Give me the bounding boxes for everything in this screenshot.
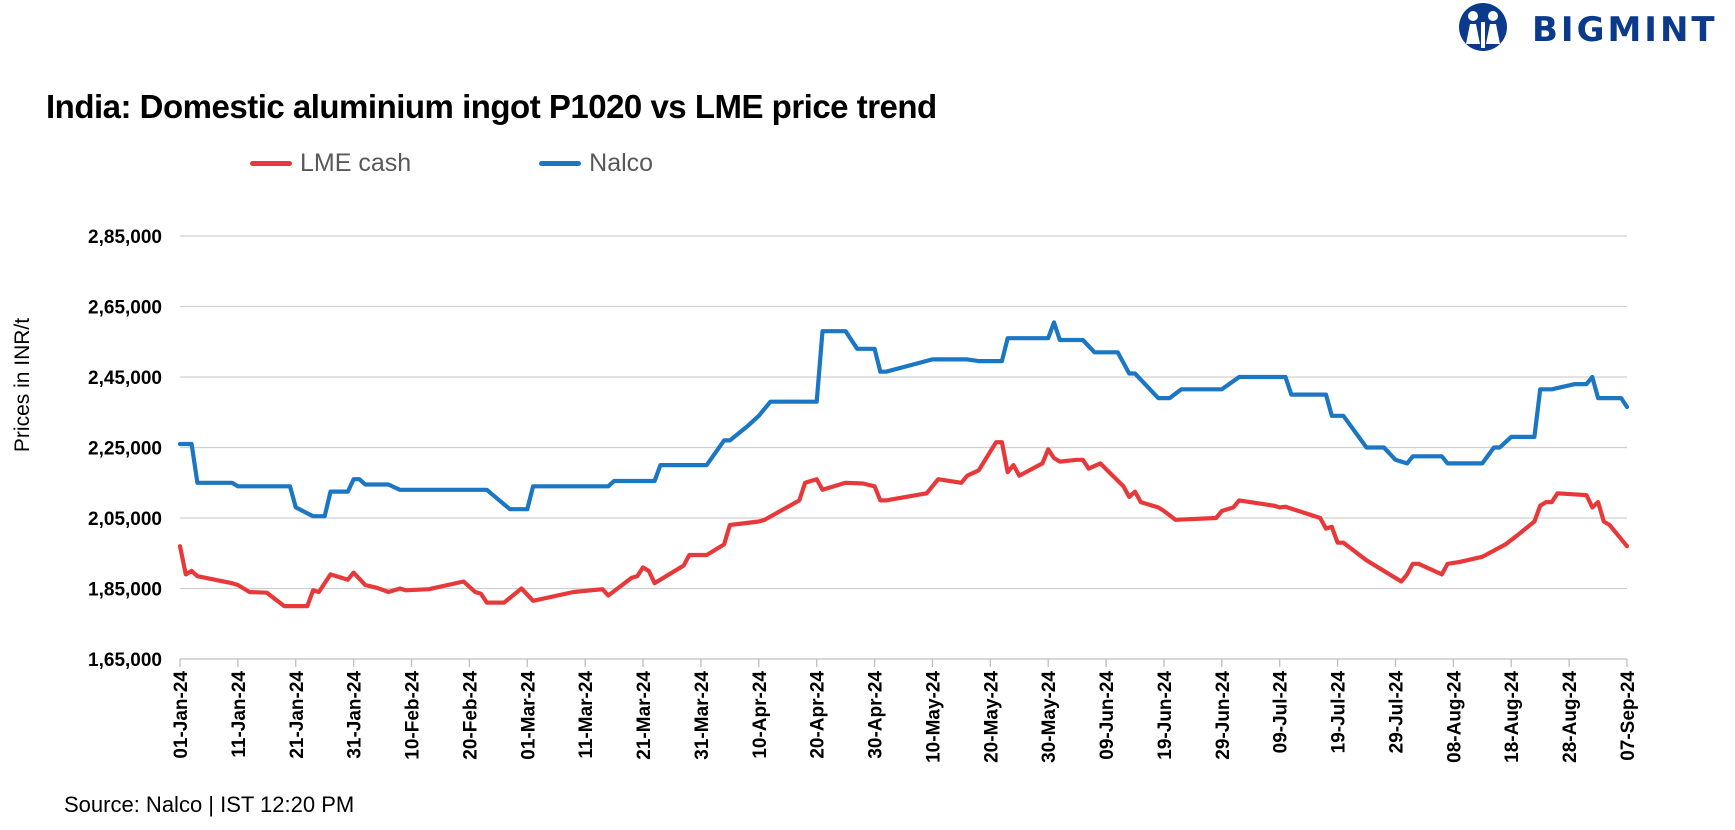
x-tick-label: 30-May-24 bbox=[1039, 671, 1060, 763]
bigmint-logo bbox=[1459, 3, 1507, 51]
x-tick-label: 30-Apr-24 bbox=[866, 671, 887, 759]
legend-item-nalco: Nalco bbox=[539, 149, 653, 178]
x-tick-label: 07-Sep-24 bbox=[1618, 671, 1639, 761]
chart-title: India: Domestic aluminium ingot P1020 vs… bbox=[46, 88, 937, 125]
people-globe-icon bbox=[1459, 3, 1507, 51]
x-tick-label: 10-Feb-24 bbox=[403, 671, 424, 760]
x-tick-label: 10-Apr-24 bbox=[750, 671, 771, 759]
y-tick-label: 2,05,000 bbox=[88, 509, 162, 530]
x-tick-label: 29-Jun-24 bbox=[1213, 671, 1234, 760]
x-tick-label: 11-Mar-24 bbox=[576, 671, 597, 759]
x-tick-label: 19-Jun-24 bbox=[1155, 671, 1176, 760]
x-tick-label: 11-Jan-24 bbox=[229, 671, 250, 758]
x-tick-label: 09-Jun-24 bbox=[1097, 671, 1118, 760]
y-tick-label: 2,65,000 bbox=[88, 298, 162, 319]
legend-swatch-nalco bbox=[539, 160, 582, 166]
x-tick-label: 20-Feb-24 bbox=[460, 671, 481, 760]
legend-swatch-lme-cash bbox=[250, 160, 292, 166]
y-tick-label: 2,45,000 bbox=[88, 368, 162, 389]
x-tick-label: 19-Jul-24 bbox=[1329, 671, 1350, 754]
source-note: Source: Nalco | IST 12:20 PM bbox=[64, 792, 355, 817]
series-line-lme-cash bbox=[177, 440, 1630, 609]
x-tick-label: 20-Apr-24 bbox=[808, 671, 829, 759]
chart-legend: LME cash Nalco bbox=[250, 146, 781, 180]
x-tick-label: 21-Mar-24 bbox=[634, 671, 655, 760]
series-line-nalco bbox=[177, 320, 1630, 519]
x-tick-label: 21-Jan-24 bbox=[287, 671, 308, 759]
y-tick-label: 2,25,000 bbox=[88, 439, 162, 460]
x-tick-label: 31-Jan-24 bbox=[345, 671, 366, 759]
x-tick-label: 01-Mar-24 bbox=[518, 671, 539, 760]
x-tick-label: 28-Aug-24 bbox=[1560, 671, 1581, 763]
x-tick-label: 09-Jul-24 bbox=[1271, 671, 1292, 754]
x-tick-label: 08-Aug-24 bbox=[1444, 671, 1465, 763]
y-tick-label: 1,65,000 bbox=[88, 650, 162, 671]
legend-label-lme-cash: LME cash bbox=[300, 148, 412, 177]
x-tick-label: 10-May-24 bbox=[923, 671, 944, 763]
legend-label-nalco: Nalco bbox=[589, 148, 654, 177]
x-tick-label: 20-May-24 bbox=[981, 671, 1002, 763]
x-tick-label: 29-Jul-24 bbox=[1386, 671, 1407, 754]
x-tick-label: 01-Jan-24 bbox=[171, 671, 192, 759]
x-tick-label: 18-Aug-24 bbox=[1502, 671, 1523, 763]
y-tick-label: 1,85,000 bbox=[88, 580, 162, 601]
legend-item-lme-cash: LME cash bbox=[250, 149, 411, 178]
brand-name: BIGMINT bbox=[1532, 10, 1718, 50]
x-tick-label: 31-Mar-24 bbox=[692, 671, 713, 760]
y-tick-label: 2,85,000 bbox=[88, 227, 162, 248]
